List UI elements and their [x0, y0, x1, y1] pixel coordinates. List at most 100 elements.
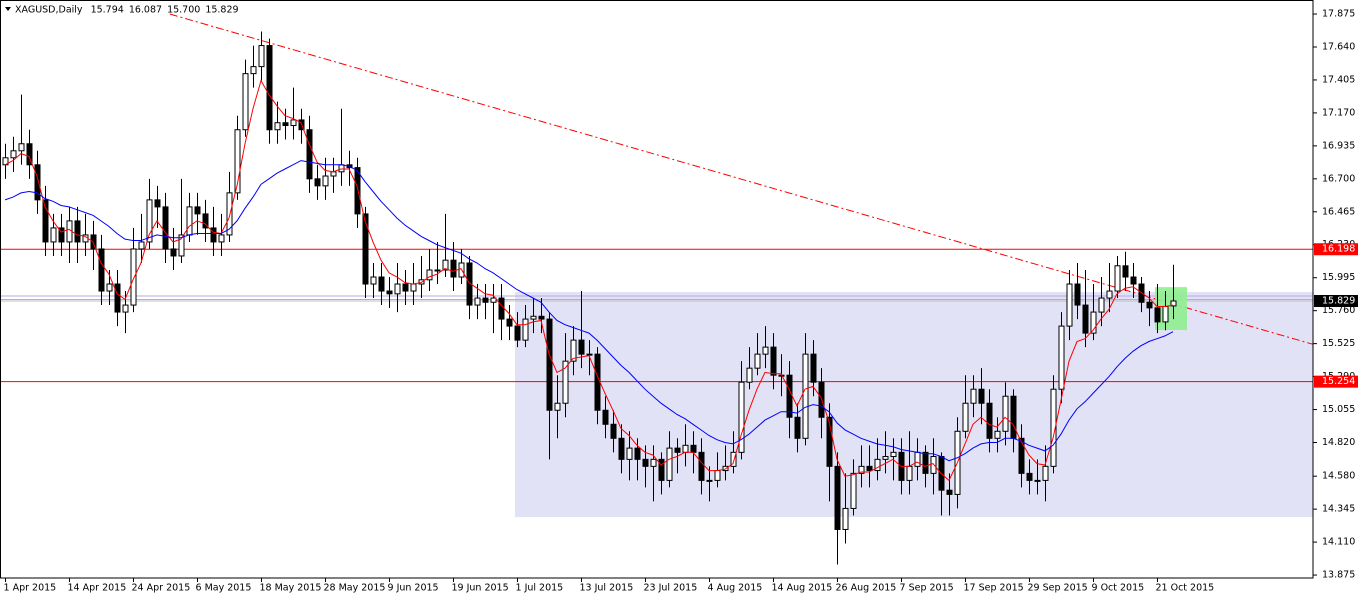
candle-body	[858, 465, 865, 474]
x-tick-label: 13 Jul 2015	[580, 583, 634, 594]
candle-body	[474, 297, 481, 306]
candle-body	[386, 290, 393, 295]
x-tick-label: 17 Sep 2015	[964, 583, 1024, 594]
candle-body	[466, 262, 473, 306]
y-tick-label: 14.820	[1322, 437, 1355, 448]
candle-body	[1042, 465, 1049, 481]
candle-body	[266, 45, 273, 131]
candle-body	[730, 451, 737, 467]
ohlc-value: 15.794	[91, 5, 124, 16]
candle-body	[906, 465, 913, 481]
y-tick-label: 15.525	[1322, 338, 1355, 349]
x-tick-label: 23 Jul 2015	[644, 583, 698, 594]
y-tick-label: 16.935	[1322, 140, 1355, 151]
candle-body	[770, 346, 777, 376]
candle-body	[602, 409, 609, 425]
x-tick-label: 14 Aug 2015	[772, 583, 833, 594]
y-tick-label: 15.055	[1322, 404, 1355, 415]
y-tick-label: 17.875	[1322, 9, 1355, 20]
candle-body	[226, 192, 233, 236]
x-tick-label: 18 May 2015	[260, 583, 322, 594]
y-tick-label: 15.995	[1322, 272, 1355, 283]
candle-body	[698, 451, 705, 481]
y-tick-label: 17.170	[1322, 107, 1355, 118]
candle-body	[10, 150, 17, 159]
candle-body	[482, 297, 489, 303]
candle-body	[178, 234, 185, 257]
candle-body	[322, 175, 329, 187]
x-tick-label: 26 Aug 2015	[836, 583, 897, 594]
candle-body	[618, 437, 625, 460]
ohlc-value: 16.087	[129, 5, 162, 16]
candle-body	[994, 430, 1001, 439]
x-tick-label: 19 Jun 2015	[452, 583, 509, 594]
candle-body	[146, 199, 153, 243]
candle-body	[1058, 325, 1065, 390]
candle-body	[666, 447, 673, 481]
candle-body	[154, 199, 161, 208]
candle-body	[1074, 283, 1081, 306]
candle-body	[490, 297, 497, 303]
candle-body	[1154, 307, 1161, 323]
candle-body	[170, 248, 177, 257]
candle-body	[922, 451, 929, 474]
chart-title: XAGUSD,Daily	[15, 5, 83, 16]
candle-body	[1130, 276, 1137, 285]
candle-body	[330, 171, 337, 177]
candle-body	[826, 416, 833, 467]
y-tick-label: 14.110	[1322, 537, 1355, 548]
candle-body	[282, 122, 289, 127]
candle-body	[522, 318, 529, 341]
x-tick-label: 4 Aug 2015	[708, 583, 763, 594]
x-tick-label: 6 May 2015	[196, 583, 252, 594]
candle-body	[274, 122, 281, 131]
candle-body	[562, 360, 569, 404]
candle-body	[682, 444, 689, 453]
candle-body	[946, 489, 953, 495]
level-label: 15.254	[1322, 376, 1355, 387]
candle-body	[98, 248, 105, 292]
candle-body	[306, 129, 313, 180]
candle-body	[162, 206, 169, 250]
x-tick-label: 14 Apr 2015	[68, 583, 127, 594]
x-tick-label: 24 Apr 2015	[132, 583, 191, 594]
level-label-box	[1314, 243, 1358, 256]
candle-body	[650, 458, 657, 467]
candle-body	[546, 318, 553, 411]
bid-label-box	[1314, 294, 1358, 307]
y-tick-label: 16.700	[1322, 173, 1355, 184]
candle-body	[690, 444, 697, 453]
candle-body	[842, 507, 849, 530]
x-tick-label: 21 Oct 2015	[1156, 583, 1215, 594]
candle-body	[194, 206, 201, 215]
candle-body	[754, 353, 761, 369]
menu-arrow	[5, 7, 11, 11]
candle-body	[866, 465, 873, 472]
candle-body	[426, 269, 433, 281]
candle-body	[50, 227, 57, 243]
candle-body	[250, 66, 257, 75]
candle-body	[74, 220, 81, 243]
candle-body	[594, 353, 601, 411]
candle-body	[570, 339, 577, 362]
candle-body	[786, 374, 793, 418]
candle-body	[506, 318, 513, 327]
candle-body	[882, 456, 889, 460]
bid-label: 15.829	[1322, 295, 1355, 306]
candle-body	[290, 119, 297, 127]
candle-body	[642, 458, 649, 467]
candle-body	[26, 143, 33, 166]
candle-body	[114, 283, 121, 313]
candle-body	[138, 241, 145, 250]
candle-body	[1082, 304, 1089, 334]
candle-body	[442, 259, 449, 271]
candle-body	[338, 164, 345, 173]
candle-body	[962, 402, 969, 432]
candle-body	[738, 381, 745, 453]
candle-body	[434, 269, 441, 272]
candle-body	[1114, 265, 1121, 292]
moving-average	[4, 79, 1174, 482]
x-tick-label: 7 Sep 2015	[900, 583, 954, 594]
candle-body	[378, 276, 385, 292]
candle-body	[1026, 472, 1033, 481]
